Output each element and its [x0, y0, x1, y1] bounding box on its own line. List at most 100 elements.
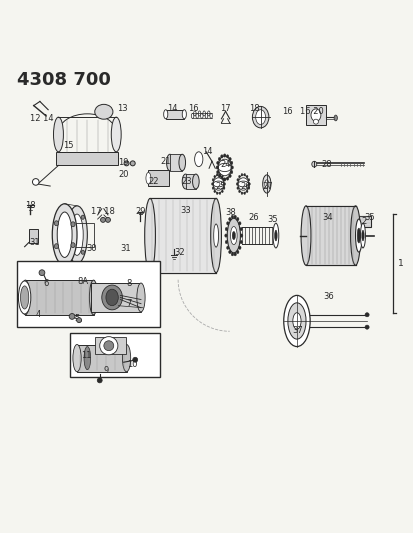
Ellipse shape	[238, 222, 240, 225]
Text: 18: 18	[25, 201, 36, 210]
Ellipse shape	[54, 244, 58, 249]
Ellipse shape	[216, 161, 218, 165]
Text: 26: 26	[240, 182, 250, 190]
Ellipse shape	[130, 161, 135, 166]
Text: 8A: 8A	[78, 277, 88, 286]
Ellipse shape	[236, 187, 238, 189]
Ellipse shape	[230, 166, 233, 169]
Text: 23: 23	[180, 177, 191, 187]
Ellipse shape	[100, 337, 118, 355]
Ellipse shape	[22, 285, 28, 310]
Ellipse shape	[224, 234, 227, 237]
Ellipse shape	[364, 325, 368, 329]
Ellipse shape	[230, 227, 237, 245]
Ellipse shape	[287, 303, 305, 339]
Text: 31: 31	[30, 238, 40, 247]
Ellipse shape	[310, 109, 320, 122]
Ellipse shape	[230, 171, 232, 174]
Ellipse shape	[195, 114, 198, 118]
Ellipse shape	[243, 173, 245, 176]
Bar	[354, 216, 370, 227]
Ellipse shape	[355, 219, 361, 252]
Ellipse shape	[106, 289, 118, 306]
Ellipse shape	[194, 152, 202, 167]
Ellipse shape	[191, 114, 193, 118]
Ellipse shape	[100, 217, 105, 222]
Ellipse shape	[200, 114, 203, 118]
Ellipse shape	[223, 178, 225, 181]
Ellipse shape	[218, 159, 231, 176]
Ellipse shape	[66, 206, 87, 264]
Ellipse shape	[272, 223, 278, 248]
Bar	[17, 261, 159, 327]
Ellipse shape	[264, 180, 268, 188]
Ellipse shape	[248, 183, 250, 185]
Ellipse shape	[202, 111, 205, 116]
Ellipse shape	[211, 187, 213, 189]
Ellipse shape	[226, 177, 228, 180]
Ellipse shape	[21, 280, 29, 315]
Ellipse shape	[122, 344, 131, 372]
Ellipse shape	[240, 228, 242, 231]
Bar	[305, 105, 325, 125]
Bar	[305, 206, 355, 265]
Ellipse shape	[243, 192, 245, 195]
Ellipse shape	[213, 224, 218, 247]
Ellipse shape	[178, 154, 185, 171]
Ellipse shape	[111, 117, 121, 152]
Ellipse shape	[193, 111, 196, 116]
Ellipse shape	[145, 172, 150, 184]
Ellipse shape	[214, 175, 215, 178]
Ellipse shape	[236, 179, 238, 181]
Ellipse shape	[137, 283, 145, 312]
Ellipse shape	[247, 187, 249, 189]
Bar	[169, 154, 182, 171]
Ellipse shape	[207, 111, 209, 116]
Ellipse shape	[231, 215, 233, 219]
Ellipse shape	[205, 114, 207, 118]
Text: 2: 2	[360, 217, 366, 227]
Ellipse shape	[69, 215, 73, 219]
Text: 7: 7	[126, 299, 131, 308]
Ellipse shape	[231, 253, 233, 256]
Text: 35: 35	[363, 213, 374, 222]
Text: 35: 35	[267, 215, 278, 223]
Text: 38: 38	[225, 208, 236, 217]
Ellipse shape	[220, 177, 223, 180]
Text: 31: 31	[120, 244, 131, 253]
Ellipse shape	[300, 206, 310, 265]
Text: 17: 17	[220, 104, 230, 113]
Ellipse shape	[192, 174, 199, 189]
Ellipse shape	[223, 183, 225, 185]
Ellipse shape	[133, 357, 138, 362]
Ellipse shape	[236, 217, 238, 221]
Ellipse shape	[71, 214, 83, 255]
Bar	[70, 333, 159, 377]
Ellipse shape	[216, 173, 218, 176]
Ellipse shape	[221, 175, 223, 178]
Ellipse shape	[225, 240, 227, 244]
Ellipse shape	[228, 217, 230, 221]
Ellipse shape	[73, 344, 81, 372]
Ellipse shape	[211, 183, 213, 185]
Ellipse shape	[262, 175, 270, 193]
Ellipse shape	[227, 218, 240, 253]
Ellipse shape	[81, 215, 84, 219]
Ellipse shape	[76, 318, 81, 322]
Ellipse shape	[333, 115, 337, 121]
Text: 9: 9	[103, 366, 108, 375]
Ellipse shape	[313, 119, 318, 124]
Text: 10: 10	[126, 360, 137, 369]
Ellipse shape	[240, 240, 242, 244]
Text: 36: 36	[323, 292, 333, 301]
Ellipse shape	[39, 270, 45, 276]
Ellipse shape	[182, 110, 186, 119]
Ellipse shape	[52, 204, 77, 265]
Bar	[91, 283, 141, 312]
Text: 27: 27	[262, 182, 273, 190]
Ellipse shape	[57, 212, 72, 257]
Bar	[25, 280, 93, 315]
Ellipse shape	[19, 281, 31, 314]
Text: 15: 15	[63, 141, 74, 150]
Ellipse shape	[274, 230, 276, 241]
